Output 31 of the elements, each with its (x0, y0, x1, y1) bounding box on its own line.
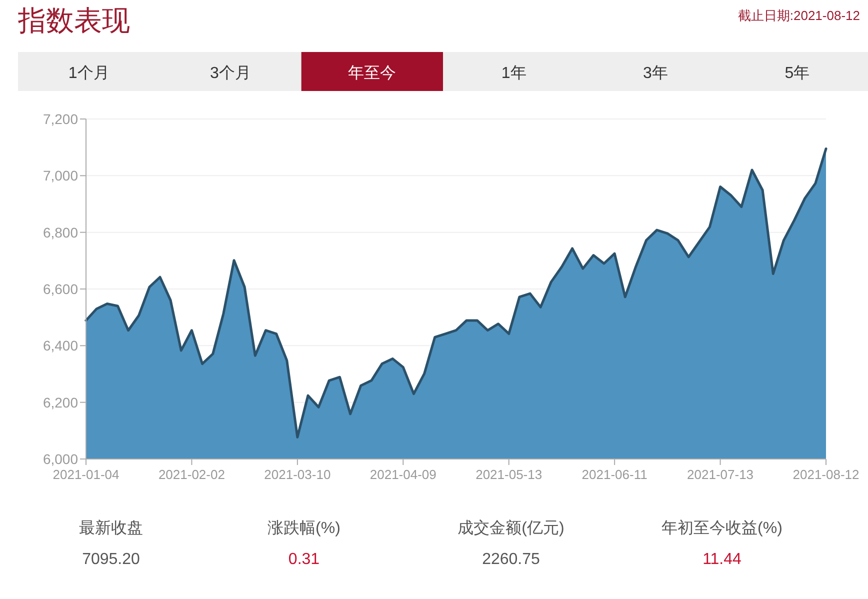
text: 5年 (784, 65, 810, 82)
text: 3个月 (210, 64, 251, 82)
text: 3年 (643, 65, 668, 82)
x-tick-label: 2021-03-10 (264, 467, 331, 482)
x-tick-label: 2021-01-04 (52, 467, 120, 482)
text: 成交金额(亿元) (458, 519, 564, 537)
x-tick-label: 2021-02-02 (158, 467, 225, 482)
x-tick-label: 2021-06-11 (582, 467, 648, 482)
text: 0.31 (288, 551, 320, 568)
y-tick-label: 6,200 (42, 394, 78, 410)
x-tick-label: 2021-05-13 (476, 467, 542, 482)
text: 7095.20 (82, 551, 140, 568)
y-tick-label: 7,000 (42, 168, 78, 184)
x-tick-label: 2021-07-13 (687, 467, 754, 482)
y-tick-label: 6,000 (42, 451, 78, 467)
y-tick-label: 6,400 (42, 338, 78, 354)
x-tick-label: 2021-04-09 (370, 467, 436, 482)
x-tick-label: 2021-08-12 (792, 467, 860, 482)
text: 11.44 (702, 551, 742, 568)
y-tick-label: 6,600 (42, 281, 78, 297)
text: 年至今 (348, 65, 396, 82)
text: 1年 (501, 65, 526, 82)
text: 年初至今收益(%) (662, 519, 782, 537)
text: 2260.75 (482, 551, 540, 568)
text: 1个月 (68, 64, 110, 82)
text: 截止日期:2021-08-12 (738, 8, 860, 23)
text: 涨跌幅(%) (268, 519, 340, 537)
y-tick-label: 7,200 (42, 111, 78, 127)
y-tick-label: 6,800 (42, 224, 78, 240)
text: 最新收盘 (79, 519, 143, 537)
title: 指数表现 (18, 5, 130, 36)
